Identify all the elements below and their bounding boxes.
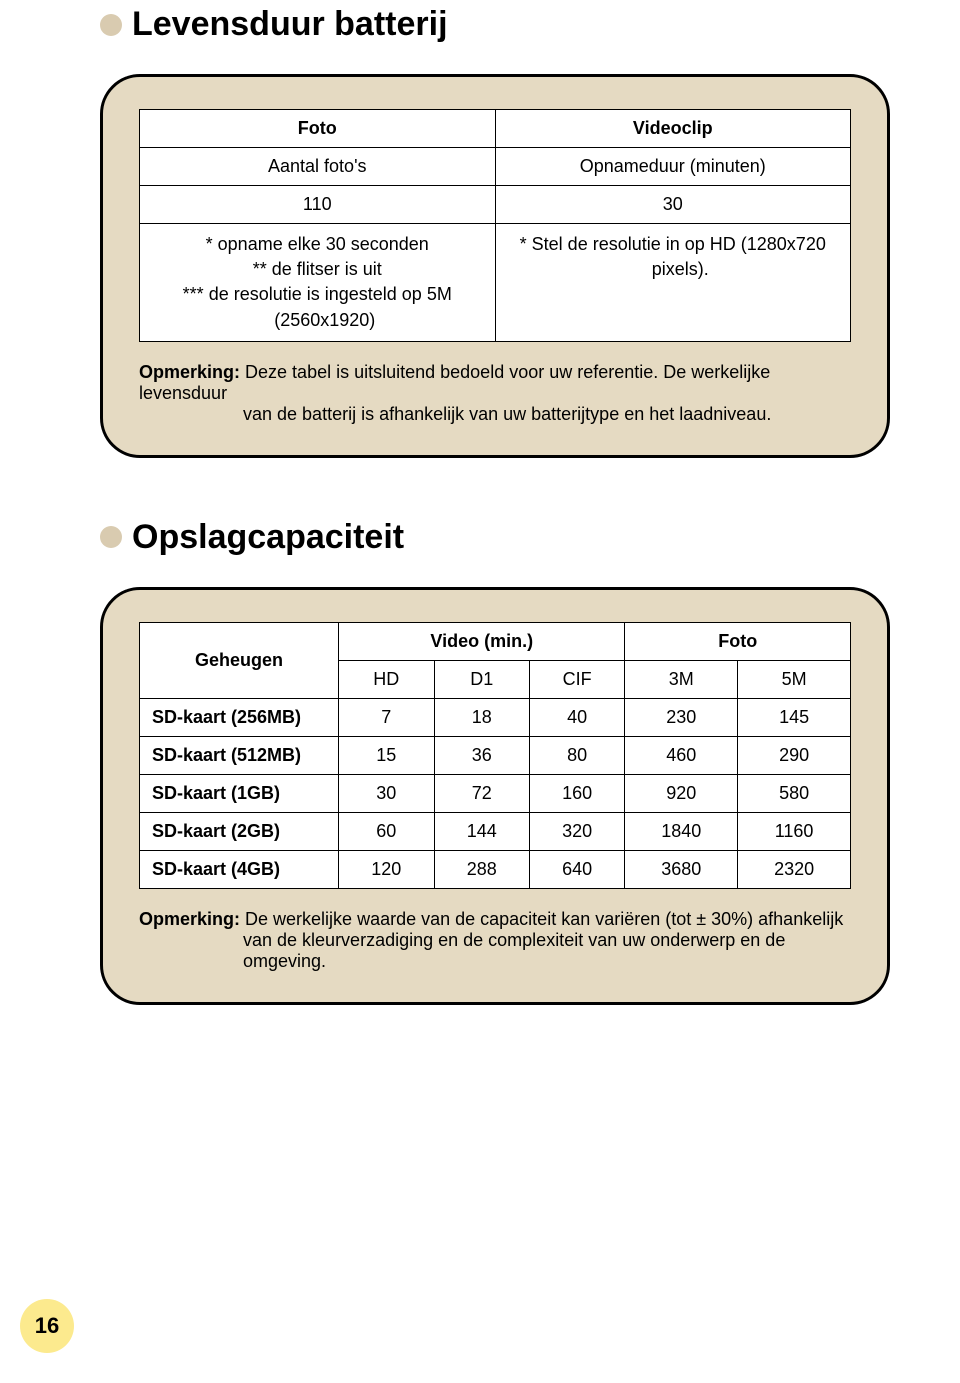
row-2gb-label: SD-kaart (2GB) (140, 812, 339, 850)
cell: 40 (529, 698, 624, 736)
note-right-2: pixels). (637, 259, 709, 279)
cell: 60 (339, 812, 434, 850)
col-cif: CIF (529, 660, 624, 698)
note-left-3: *** de resolutie is ingesteld op 5M (183, 284, 452, 304)
cell: 80 (529, 736, 624, 774)
cell: 2320 (738, 850, 851, 888)
cell: 1840 (625, 812, 738, 850)
cell: 72 (434, 774, 529, 812)
bullet-icon (100, 14, 122, 36)
page-number-badge: 16 (20, 1299, 74, 1353)
group-video: Video (min.) (339, 622, 625, 660)
table-row: SD-kaart (2GB) 60 144 320 1840 1160 (140, 812, 851, 850)
cell-110: 110 (140, 186, 496, 224)
col-3m: 3M (625, 660, 738, 698)
section2-box: Geheugen Video (min.) Foto HD D1 CIF 3M … (100, 587, 890, 1005)
cell: 15 (339, 736, 434, 774)
note2-text2: van de kleurverzadiging en de complexite… (139, 930, 851, 972)
cell: 230 (625, 698, 738, 736)
section1-box: Foto Videoclip Aantal foto's Opnameduur … (100, 74, 890, 458)
cell-notes-right: * Stel de resolutie in op HD (1280x720 p… (495, 224, 851, 342)
col-hd: HD (339, 660, 434, 698)
table-row: SD-kaart (1GB) 30 72 160 920 580 (140, 774, 851, 812)
cell: 30 (339, 774, 434, 812)
section2-note: Opmerking: De werkelijke waarde van de c… (139, 909, 851, 972)
cell: 640 (529, 850, 624, 888)
section2-title: Opslagcapaciteit (132, 518, 404, 557)
note-left-4: (2560x1920) (259, 310, 375, 330)
cell: 920 (625, 774, 738, 812)
table-row: SD-kaart (512MB) 15 36 80 460 290 (140, 736, 851, 774)
row-1gb-label: SD-kaart (1GB) (140, 774, 339, 812)
page-number: 16 (20, 1299, 74, 1353)
storage-capacity-table: Geheugen Video (min.) Foto HD D1 CIF 3M … (139, 622, 851, 889)
cell: 160 (529, 774, 624, 812)
cell: 320 (529, 812, 624, 850)
table-row: SD-kaart (256MB) 7 18 40 230 145 (140, 698, 851, 736)
cell: 460 (625, 736, 738, 774)
col-d1: D1 (434, 660, 529, 698)
note2-label: Opmerking: (139, 909, 240, 929)
table-row: SD-kaart (4GB) 120 288 640 3680 2320 (140, 850, 851, 888)
cell: 580 (738, 774, 851, 812)
cell-30: 30 (495, 186, 851, 224)
corner-geheugen: Geheugen (140, 622, 339, 698)
cell: 290 (738, 736, 851, 774)
cell: 1160 (738, 812, 851, 850)
note1-text2: van de batterij is afhankelijk van uw ba… (139, 404, 851, 425)
note2-text1: De werkelijke waarde van de capaciteit k… (245, 909, 843, 929)
col-foto-header: Foto (140, 110, 496, 148)
cell-notes-left: * opname elke 30 seconden ** de flitser … (140, 224, 496, 342)
row-512mb-label: SD-kaart (512MB) (140, 736, 339, 774)
cell: 120 (339, 850, 434, 888)
note-right-1: * Stel de resolutie in op HD (1280x720 (520, 234, 826, 254)
section2-header: Opslagcapaciteit (100, 518, 890, 557)
note-left-1: * opname elke 30 seconden (206, 234, 429, 254)
group-foto: Foto (625, 622, 851, 660)
row-4gb-label: SD-kaart (4GB) (140, 850, 339, 888)
cell-aantal: Aantal foto's (140, 148, 496, 186)
cell: 144 (434, 812, 529, 850)
cell: 145 (738, 698, 851, 736)
note-left-2: ** de flitser is uit (253, 259, 382, 279)
cell: 3680 (625, 850, 738, 888)
col-videoclip-header: Videoclip (495, 110, 851, 148)
cell-opnameduur: Opnameduur (minuten) (495, 148, 851, 186)
cell: 7 (339, 698, 434, 736)
battery-life-table: Foto Videoclip Aantal foto's Opnameduur … (139, 109, 851, 342)
row-256mb-label: SD-kaart (256MB) (140, 698, 339, 736)
section1-title: Levensduur batterij (132, 5, 448, 44)
section1-header: Levensduur batterij (100, 5, 890, 44)
cell: 288 (434, 850, 529, 888)
cell: 36 (434, 736, 529, 774)
bullet-icon (100, 526, 122, 548)
note1-label: Opmerking: (139, 362, 240, 382)
section1-note: Opmerking: Deze tabel is uitsluitend bed… (139, 362, 851, 425)
col-5m: 5M (738, 660, 851, 698)
cell: 18 (434, 698, 529, 736)
